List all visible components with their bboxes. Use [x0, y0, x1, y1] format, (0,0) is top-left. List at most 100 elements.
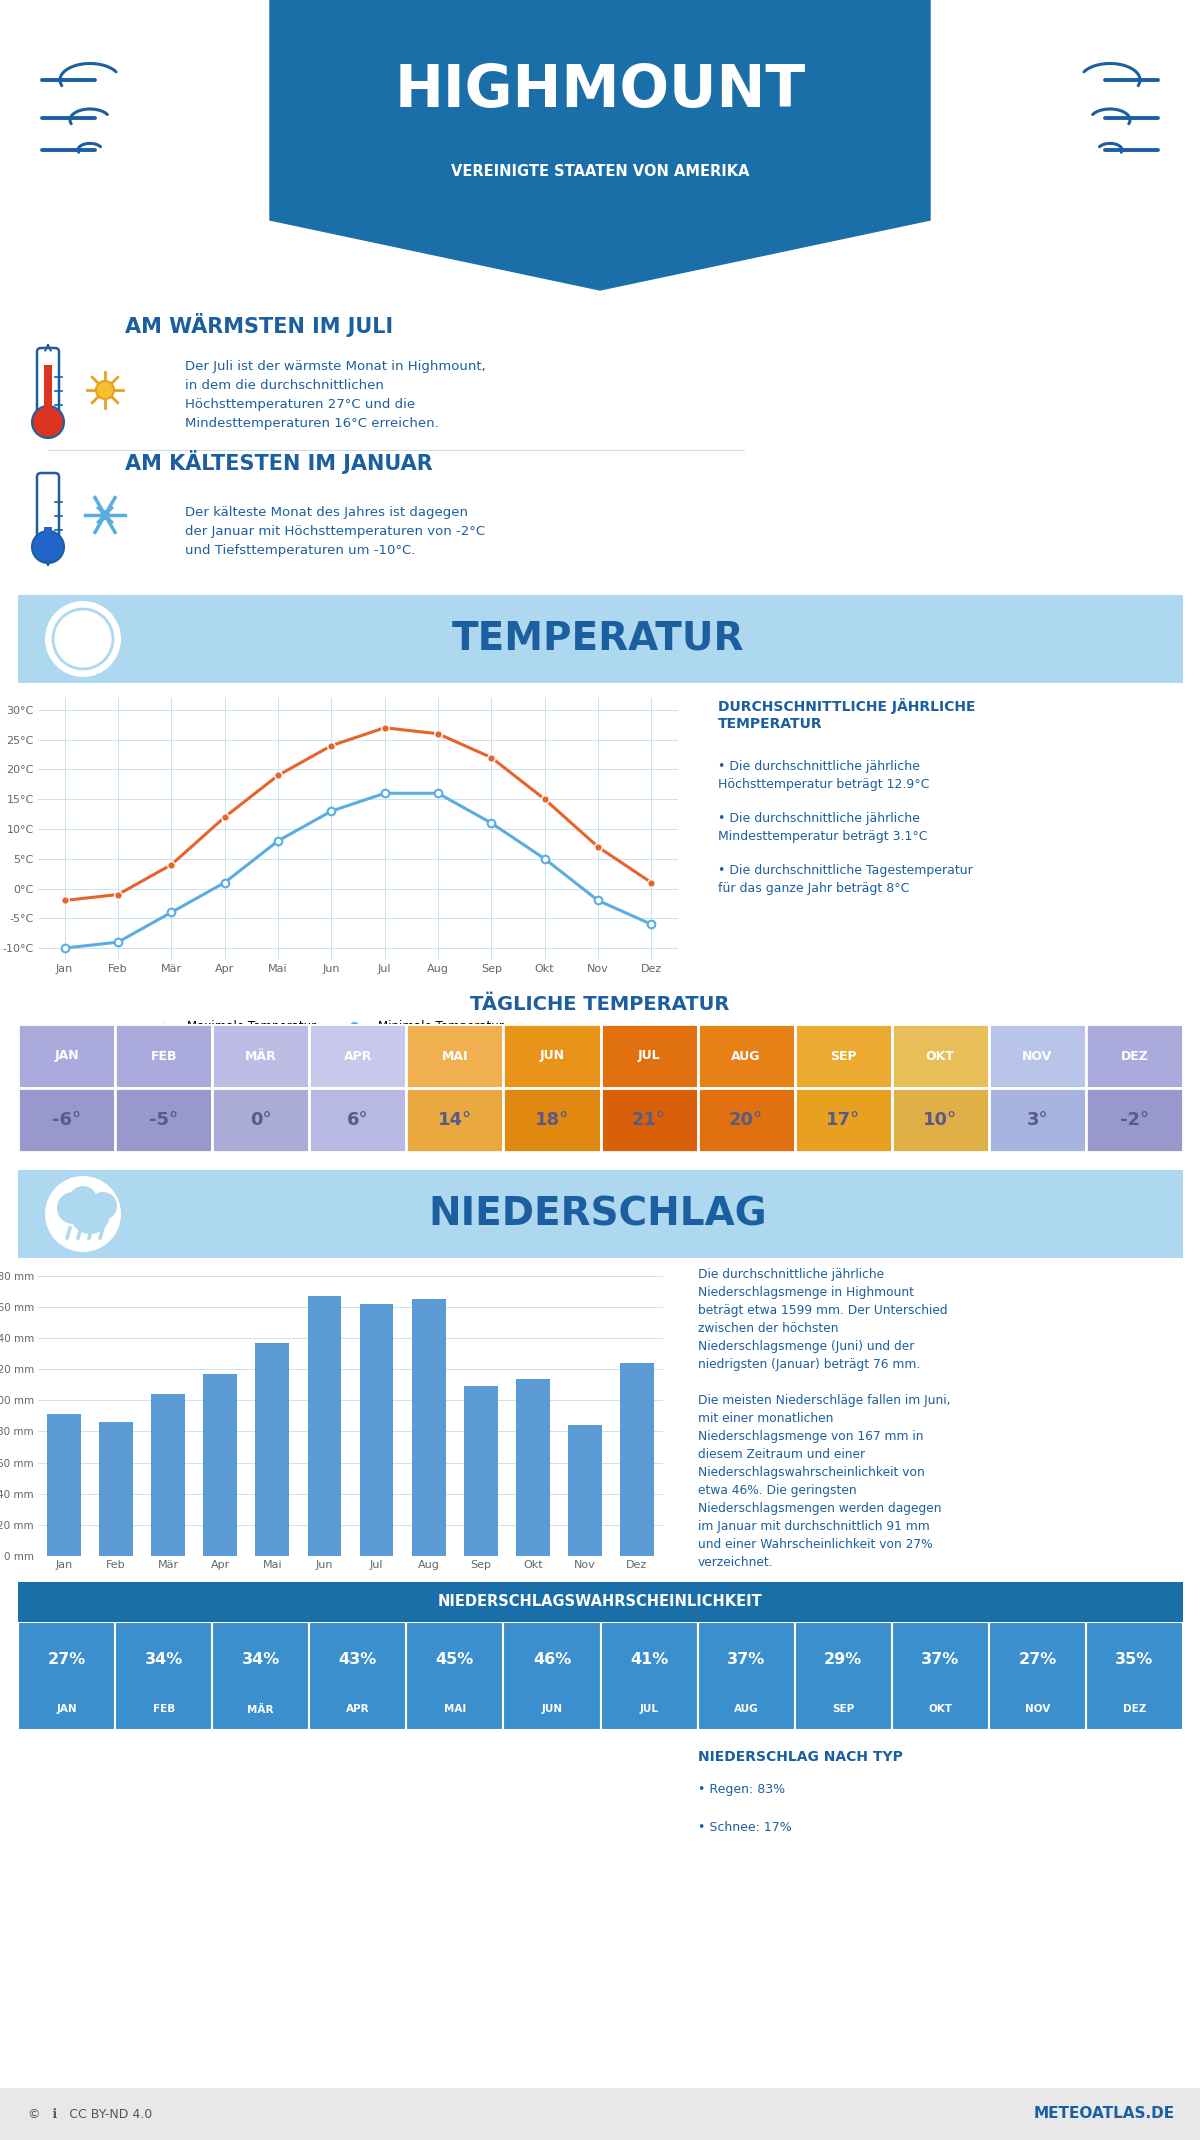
- Bar: [18, 1025, 115, 1087]
- Bar: [310, 1087, 407, 1151]
- Text: VEREINIGTE STAATEN VON AMERIKA: VEREINIGTE STAATEN VON AMERIKA: [451, 165, 749, 180]
- Bar: [115, 1087, 212, 1151]
- Bar: [892, 1087, 989, 1151]
- Bar: [600, 1622, 697, 1729]
- Circle shape: [58, 1192, 89, 1224]
- Text: 46%: 46%: [533, 1652, 571, 1667]
- Text: MAI: MAI: [442, 1049, 468, 1061]
- Bar: [18, 1087, 115, 1151]
- Bar: [568, 1425, 602, 1556]
- Bar: [989, 1087, 1086, 1151]
- Bar: [1086, 1622, 1183, 1729]
- Text: -6°: -6°: [52, 1111, 82, 1130]
- Bar: [463, 1387, 498, 1556]
- Text: 17°: 17°: [826, 1111, 860, 1130]
- Text: JUL: JUL: [640, 1703, 659, 1714]
- Text: 29%: 29%: [824, 1652, 863, 1667]
- Text: • Die durchschnittliche jährliche
Mindesttemperatur beträgt 3.1°C: • Die durchschnittliche jährliche Mindes…: [718, 811, 928, 843]
- Bar: [44, 526, 52, 535]
- Text: 6°: 6°: [347, 1111, 368, 1130]
- Circle shape: [100, 509, 110, 520]
- Text: Die meisten Niederschläge fallen im Juni,
mit einer monatlichen
Niederschlagsmen: Die meisten Niederschläge fallen im Juni…: [698, 1393, 950, 1569]
- Circle shape: [46, 1177, 121, 1252]
- Bar: [256, 1342, 289, 1556]
- Text: 0°: 0°: [250, 1111, 271, 1130]
- Text: 34%: 34%: [144, 1652, 182, 1667]
- Text: 37%: 37%: [727, 1652, 766, 1667]
- Bar: [697, 1622, 794, 1729]
- Bar: [360, 1303, 394, 1556]
- Text: SEP: SEP: [832, 1703, 854, 1714]
- Text: JAN: JAN: [56, 1703, 77, 1714]
- Bar: [310, 1025, 407, 1087]
- Bar: [212, 1622, 310, 1729]
- Text: Die durchschnittliche jährliche
Niederschlagsmenge in Highmount
beträgt etwa 159: Die durchschnittliche jährliche Niedersc…: [698, 1269, 948, 1372]
- Bar: [310, 1622, 407, 1729]
- Bar: [504, 1025, 600, 1087]
- Text: NIEDERSCHLAG: NIEDERSCHLAG: [428, 1194, 767, 1233]
- Circle shape: [46, 601, 121, 676]
- Circle shape: [32, 531, 64, 563]
- Text: 18°: 18°: [535, 1111, 569, 1130]
- Circle shape: [70, 1186, 97, 1213]
- Bar: [407, 1025, 504, 1087]
- Bar: [516, 1378, 550, 1556]
- Text: • Die durchschnittliche Tagestemperatur
für das ganze Jahr beträgt 8°C: • Die durchschnittliche Tagestemperatur …: [718, 865, 973, 895]
- Text: MÄR: MÄR: [247, 1703, 274, 1714]
- Text: ©   ℹ   CC BY-ND 4.0: © ℹ CC BY-ND 4.0: [28, 2108, 152, 2121]
- Bar: [620, 1363, 654, 1556]
- Bar: [1086, 1087, 1183, 1151]
- Text: JUN: JUN: [540, 1049, 564, 1061]
- Bar: [407, 1087, 504, 1151]
- Text: 34%: 34%: [241, 1652, 280, 1667]
- Bar: [44, 366, 52, 411]
- Text: 10°: 10°: [923, 1111, 958, 1130]
- Bar: [203, 1374, 238, 1556]
- Bar: [989, 1622, 1086, 1729]
- Circle shape: [32, 407, 64, 439]
- Text: NOV: NOV: [1025, 1703, 1050, 1714]
- Bar: [1086, 1025, 1183, 1087]
- FancyBboxPatch shape: [37, 349, 59, 413]
- Text: 27%: 27%: [1019, 1652, 1056, 1667]
- Text: JUN: JUN: [541, 1703, 563, 1714]
- Text: OKT: OKT: [929, 1703, 953, 1714]
- Text: TEMPERATUR: TEMPERATUR: [451, 621, 744, 657]
- Legend: Maximale Temperatur, Minimale Temperatur: Maximale Temperatur, Minimale Temperatur: [143, 1016, 509, 1038]
- Bar: [212, 1087, 310, 1151]
- Text: Der Juli ist der wärmste Monat in Highmount,
in dem die durchschnittlichen
Höchs: Der Juli ist der wärmste Monat in Highmo…: [185, 360, 486, 430]
- Bar: [600, 1087, 697, 1151]
- Circle shape: [89, 1192, 118, 1220]
- Text: DEZ: DEZ: [1121, 1049, 1148, 1061]
- Circle shape: [70, 1194, 110, 1235]
- Text: METEOATLAS.DE: METEOATLAS.DE: [1034, 2106, 1175, 2121]
- Text: HIGHMOUNT: HIGHMOUNT: [395, 62, 805, 118]
- FancyBboxPatch shape: [12, 1166, 1189, 1263]
- Bar: [412, 1299, 445, 1556]
- Text: AUG: AUG: [731, 1049, 761, 1061]
- Bar: [892, 1622, 989, 1729]
- Bar: [212, 1025, 310, 1087]
- Text: 37%: 37%: [922, 1652, 960, 1667]
- Bar: [115, 1025, 212, 1087]
- Text: NIEDERSCHLAGSWAHRSCHEINLICHKEIT: NIEDERSCHLAGSWAHRSCHEINLICHKEIT: [438, 1594, 762, 1609]
- Legend: Niederschlagssumme: Niederschlagssumme: [44, 1601, 208, 1622]
- FancyBboxPatch shape: [37, 473, 59, 539]
- Text: FEB: FEB: [150, 1049, 176, 1061]
- Text: MÄR: MÄR: [245, 1049, 276, 1061]
- Text: 14°: 14°: [438, 1111, 472, 1130]
- Text: MAI: MAI: [444, 1703, 466, 1714]
- Text: • Schnee: 17%: • Schnee: 17%: [698, 1821, 792, 1834]
- Bar: [100, 1423, 133, 1556]
- Bar: [892, 1025, 989, 1087]
- Text: 43%: 43%: [338, 1652, 377, 1667]
- Text: APR: APR: [343, 1049, 372, 1061]
- Text: DURCHSCHNITTLICHE JÄHRLICHE
TEMPERATUR: DURCHSCHNITTLICHE JÄHRLICHE TEMPERATUR: [718, 698, 976, 732]
- Text: AUG: AUG: [734, 1703, 758, 1714]
- FancyBboxPatch shape: [12, 591, 1189, 687]
- Text: FEB: FEB: [152, 1703, 175, 1714]
- Text: AM KÄLTESTEN IM JANUAR: AM KÄLTESTEN IM JANUAR: [125, 449, 433, 473]
- Text: • Die durchschnittliche jährliche
Höchsttemperatur beträgt 12.9°C: • Die durchschnittliche jährliche Höchst…: [718, 760, 929, 792]
- Circle shape: [53, 610, 113, 670]
- Text: 20°: 20°: [730, 1111, 763, 1130]
